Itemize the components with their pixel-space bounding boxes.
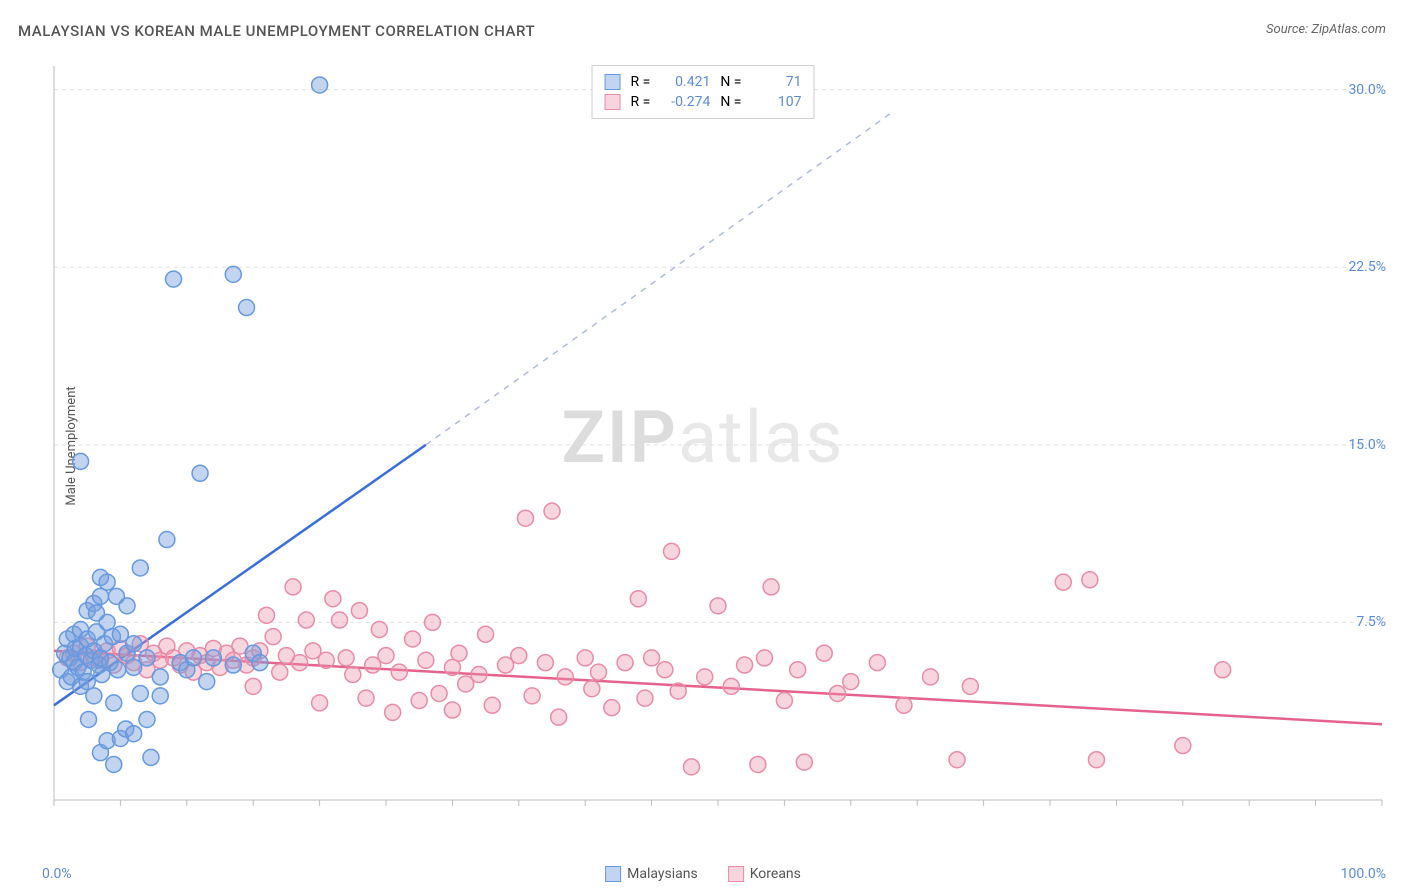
legend-row: R = -0.274 N = 107 (605, 92, 802, 112)
y-tick-label: 15.0% (1348, 437, 1386, 453)
swatch-icon (728, 866, 744, 882)
x-axis-min-label: 0.0% (42, 866, 72, 882)
r-value: 0.421 (660, 72, 710, 92)
y-tick-label: 22.5% (1348, 259, 1386, 275)
swatch-icon (605, 74, 621, 90)
n-value: 107 (751, 92, 801, 112)
chart-area (48, 60, 1388, 840)
chart-title: MALAYSIAN VS KOREAN MALE UNEMPLOYMENT CO… (18, 22, 535, 40)
legend-label: Malaysians (627, 866, 698, 882)
legend-item: Koreans (728, 866, 801, 882)
n-value: 71 (751, 72, 801, 92)
y-tick-label: 7.5% (1356, 614, 1386, 630)
source-attribution: Source: ZipAtlas.com (1266, 22, 1386, 37)
n-label: N = (720, 72, 741, 92)
legend-row: R = 0.421 N = 71 (605, 72, 802, 92)
y-tick-label: 30.0% (1348, 82, 1386, 98)
legend-item: Malaysians (605, 866, 698, 882)
scatter-chart (48, 60, 1388, 820)
x-axis-max-label: 100.0% (1341, 866, 1386, 882)
r-label: R = (631, 92, 651, 112)
n-label: N = (720, 92, 741, 112)
r-value: -0.274 (660, 92, 710, 112)
legend-label: Koreans (750, 866, 801, 882)
swatch-icon (605, 94, 621, 110)
series-legend: Malaysians Koreans (605, 866, 801, 882)
r-label: R = (631, 72, 651, 92)
correlation-legend: R = 0.421 N = 71 R = -0.274 N = 107 (592, 65, 815, 119)
swatch-icon (605, 866, 621, 882)
